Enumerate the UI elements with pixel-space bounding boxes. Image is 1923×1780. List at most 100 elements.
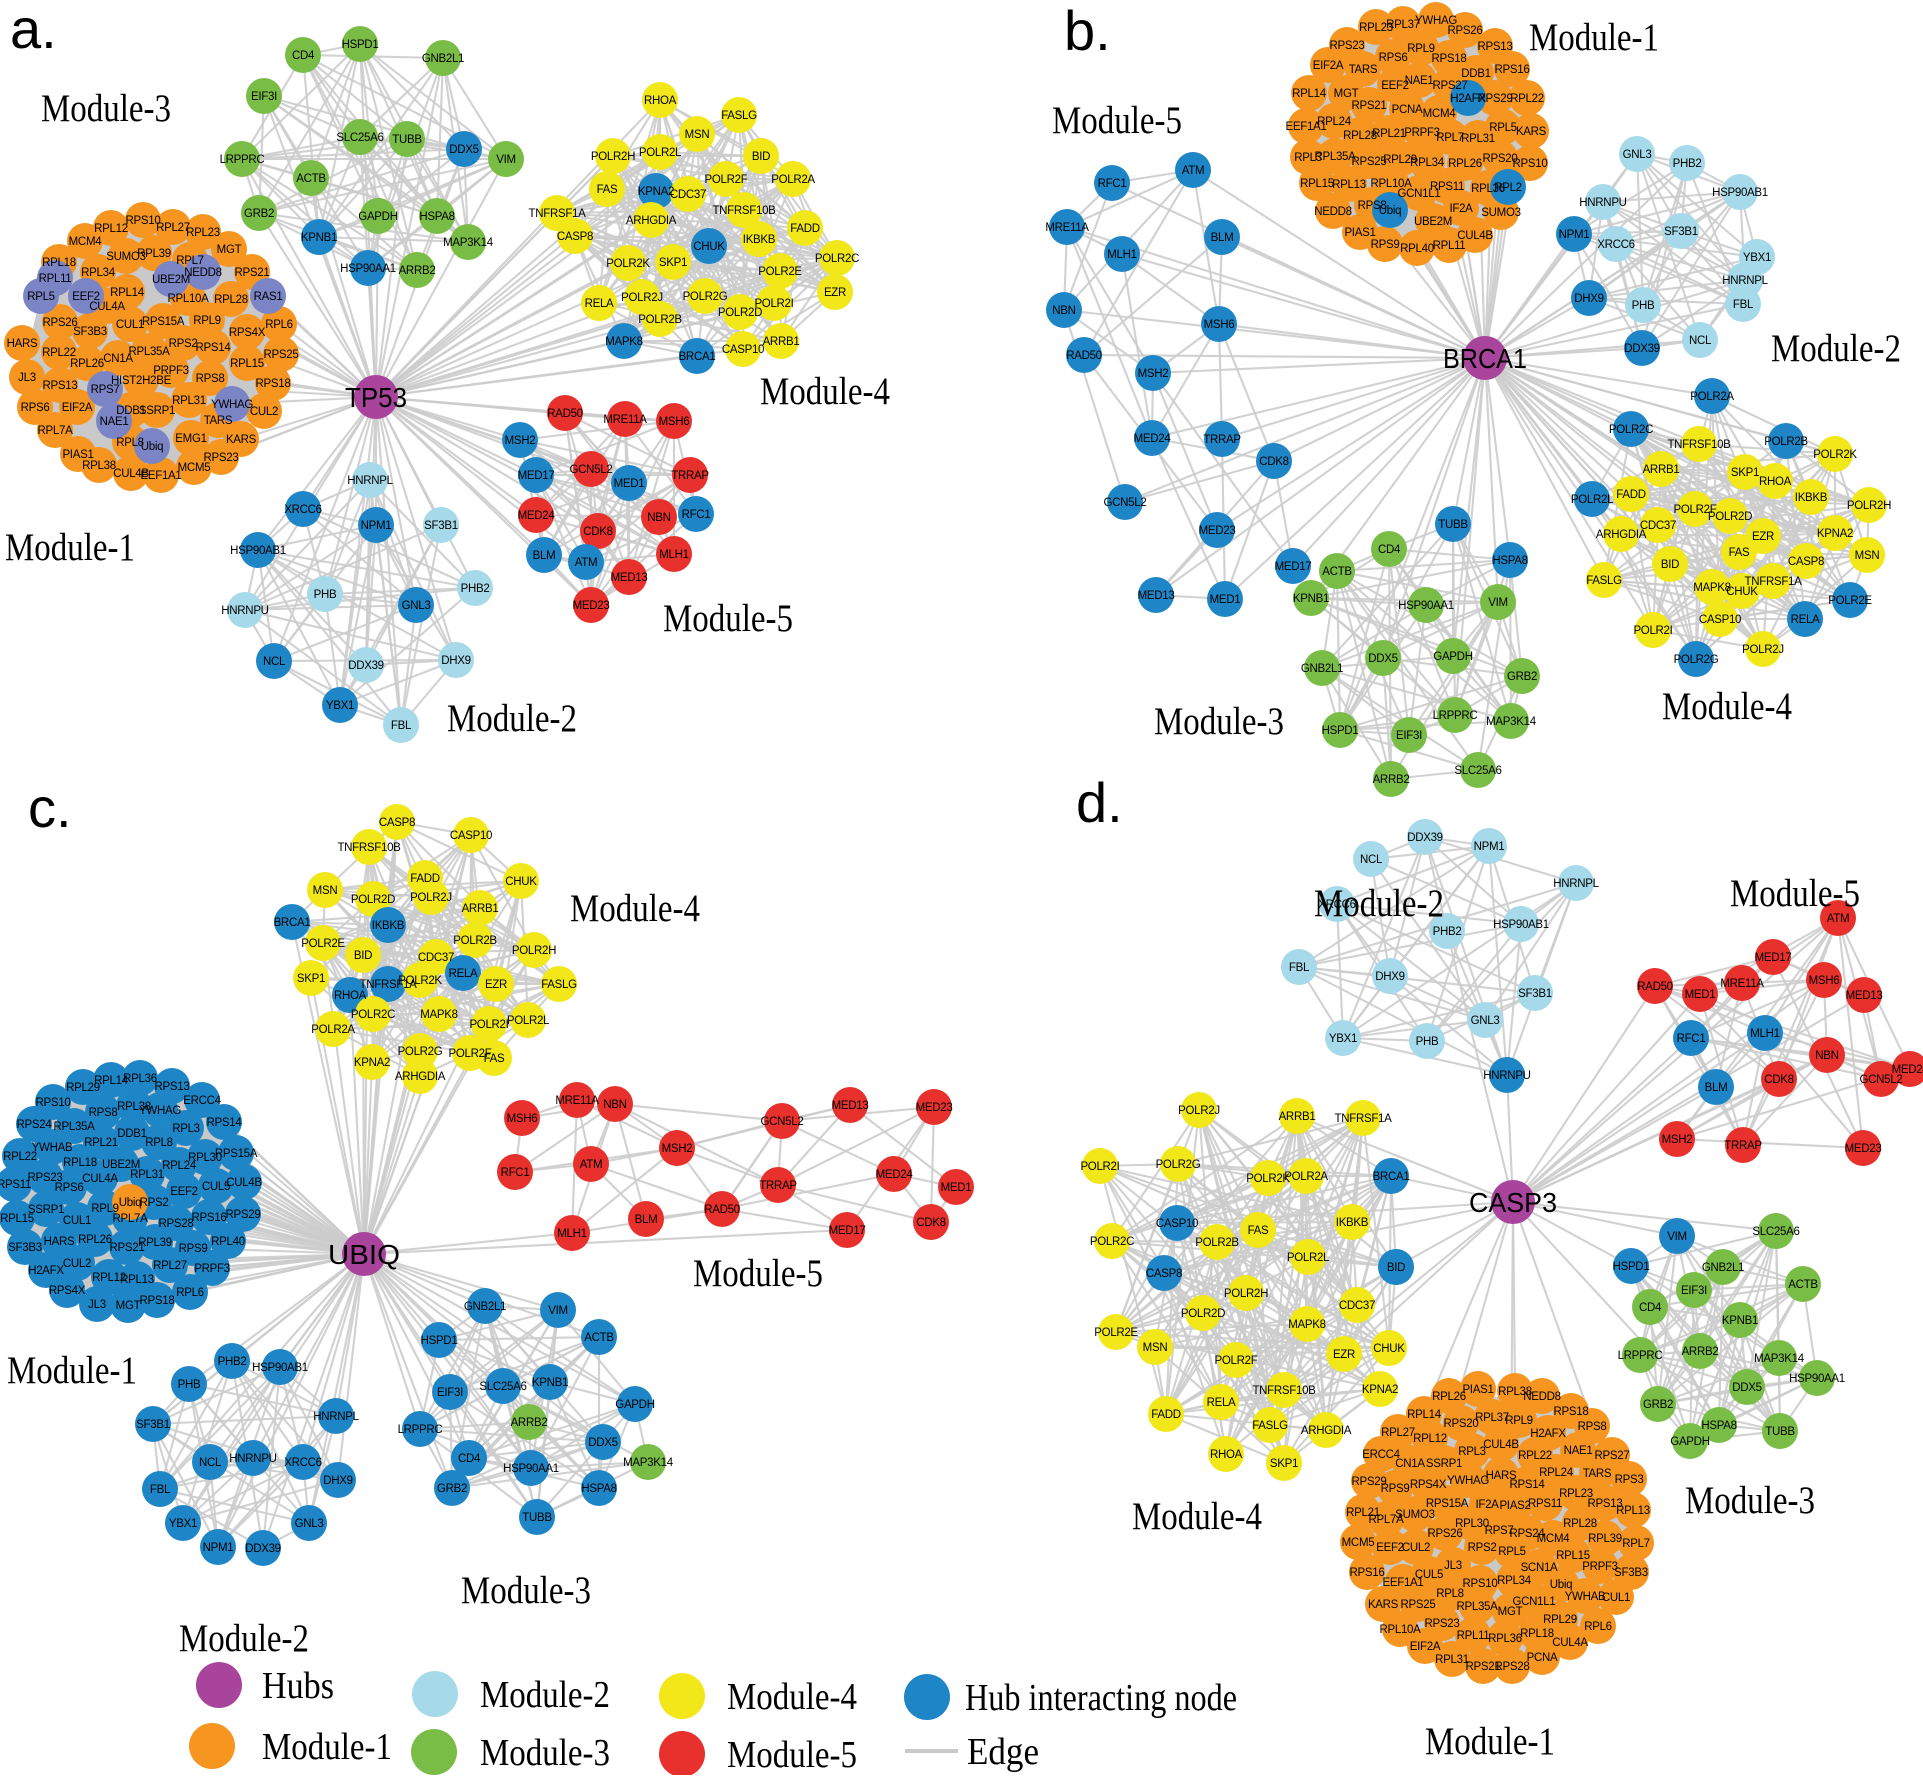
svg-text:HARS: HARS xyxy=(1486,1470,1517,1482)
svg-text:RPS28: RPS28 xyxy=(159,1218,194,1230)
svg-text:FAS: FAS xyxy=(484,1053,505,1065)
svg-text:RHOA: RHOA xyxy=(644,95,677,107)
svg-text:DDX5: DDX5 xyxy=(1732,1382,1761,1394)
svg-text:IF2A: IF2A xyxy=(1475,1499,1499,1511)
svg-text:SKP1: SKP1 xyxy=(297,973,325,985)
svg-text:CUL4A: CUL4A xyxy=(82,1173,118,1185)
svg-text:GRB2: GRB2 xyxy=(437,1483,467,1495)
svg-text:POLR2E: POLR2E xyxy=(1094,1327,1138,1339)
svg-text:JL3: JL3 xyxy=(1444,1560,1462,1572)
svg-text:CD4: CD4 xyxy=(1639,1302,1662,1314)
svg-text:BID: BID xyxy=(752,151,770,163)
svg-text:PIAS1: PIAS1 xyxy=(1462,1384,1493,1396)
svg-text:Module-5: Module-5 xyxy=(1730,872,1860,915)
svg-text:RPS24: RPS24 xyxy=(17,1119,53,1131)
svg-text:RFC1: RFC1 xyxy=(1098,178,1127,190)
svg-text:EIF2A: EIF2A xyxy=(1410,1641,1441,1653)
svg-text:RPS2: RPS2 xyxy=(140,1197,169,1209)
svg-text:GCN5L2: GCN5L2 xyxy=(570,464,613,476)
svg-text:RPL8: RPL8 xyxy=(145,1137,173,1149)
svg-text:MED24: MED24 xyxy=(876,1169,914,1181)
svg-text:RPS16: RPS16 xyxy=(1495,64,1530,76)
svg-text:RPL6: RPL6 xyxy=(176,1287,204,1299)
svg-text:HSP90AA1: HSP90AA1 xyxy=(1789,1373,1845,1385)
svg-text:MSN: MSN xyxy=(1855,550,1880,562)
svg-text:RPS14: RPS14 xyxy=(1510,1479,1546,1491)
svg-text:RPL29: RPL29 xyxy=(66,1082,100,1094)
svg-text:BLM: BLM xyxy=(635,1214,658,1226)
svg-text:GRB2: GRB2 xyxy=(244,208,274,220)
svg-text:FADD: FADD xyxy=(1616,489,1645,501)
svg-text:GCN1L1: GCN1L1 xyxy=(1398,188,1441,200)
svg-text:NBN: NBN xyxy=(1052,305,1075,317)
svg-text:RPS15A: RPS15A xyxy=(142,316,185,328)
svg-text:RPS4X: RPS4X xyxy=(49,1285,86,1297)
svg-text:MED23: MED23 xyxy=(573,600,610,612)
svg-text:RPS2: RPS2 xyxy=(169,338,198,350)
svg-text:KPNA2: KPNA2 xyxy=(354,1057,390,1069)
svg-text:RPL22: RPL22 xyxy=(42,347,76,359)
svg-text:RPL18: RPL18 xyxy=(63,1157,97,1169)
svg-text:IKBKB: IKBKB xyxy=(1336,1217,1369,1229)
svg-text:MAPK8: MAPK8 xyxy=(420,1009,458,1021)
svg-text:CDK8: CDK8 xyxy=(583,526,612,538)
svg-text:RPL13: RPL13 xyxy=(1616,1505,1650,1517)
svg-text:RPS10: RPS10 xyxy=(1463,1578,1498,1590)
svg-text:TUBB: TUBB xyxy=(1438,519,1468,531)
svg-text:POLR2J: POLR2J xyxy=(1742,644,1784,656)
svg-text:RPL13: RPL13 xyxy=(120,1274,154,1286)
svg-text:CD4: CD4 xyxy=(458,1453,481,1465)
svg-text:RPS8: RPS8 xyxy=(1578,1421,1607,1433)
svg-text:RPL21: RPL21 xyxy=(1346,1507,1380,1519)
svg-text:CUL5: CUL5 xyxy=(1415,1569,1443,1581)
svg-text:RPS2: RPS2 xyxy=(1468,1542,1497,1554)
svg-text:VIM: VIM xyxy=(496,154,516,166)
svg-text:KPNB1: KPNB1 xyxy=(532,1377,568,1389)
svg-text:KPNA2: KPNA2 xyxy=(638,186,674,198)
svg-text:RPL3: RPL3 xyxy=(1294,152,1322,164)
svg-text:ACTB: ACTB xyxy=(1788,1279,1818,1291)
svg-text:FADD: FADD xyxy=(410,873,439,885)
svg-text:SF3B1: SF3B1 xyxy=(1518,988,1552,1000)
svg-text:HNRNPL: HNRNPL xyxy=(1722,275,1768,287)
svg-text:HNRNPU: HNRNPU xyxy=(229,1453,276,1465)
svg-text:EMG1: EMG1 xyxy=(175,433,206,445)
svg-text:POLR2B: POLR2B xyxy=(1195,1237,1239,1249)
svg-text:Module-1: Module-1 xyxy=(262,1726,392,1768)
svg-text:Hub interacting node: Hub interacting node xyxy=(965,1677,1237,1719)
svg-text:RAD50: RAD50 xyxy=(1066,350,1102,362)
svg-text:TNFRSF10B: TNFRSF10B xyxy=(712,205,776,217)
svg-text:ARHGDIA: ARHGDIA xyxy=(1596,529,1647,541)
svg-text:CASP10: CASP10 xyxy=(450,830,492,842)
svg-text:NCL: NCL xyxy=(1689,335,1712,347)
svg-text:MSH6: MSH6 xyxy=(507,1113,538,1125)
svg-text:SF3B3: SF3B3 xyxy=(73,326,107,338)
svg-text:POLR2K: POLR2K xyxy=(398,975,442,987)
svg-text:HNRNPU: HNRNPU xyxy=(1579,197,1626,209)
svg-text:RPS4X: RPS4X xyxy=(1410,1479,1447,1491)
svg-text:LRPPRC: LRPPRC xyxy=(220,154,265,166)
svg-text:RPL10A: RPL10A xyxy=(167,293,209,305)
svg-text:RPL28: RPL28 xyxy=(214,294,248,306)
svg-text:GAPDH: GAPDH xyxy=(615,1399,654,1411)
svg-text:RPS11: RPS11 xyxy=(1528,1498,1562,1510)
svg-text:MCM4: MCM4 xyxy=(69,236,103,248)
svg-text:RPL37: RPL37 xyxy=(1475,1412,1509,1424)
svg-text:GAPDH: GAPDH xyxy=(1670,1436,1709,1448)
svg-text:GNB2L1: GNB2L1 xyxy=(422,53,464,65)
svg-text:XRCC6: XRCC6 xyxy=(284,504,321,516)
svg-text:RPS16: RPS16 xyxy=(1350,1567,1385,1579)
svg-text:POLR2F: POLR2F xyxy=(449,1048,492,1060)
svg-text:PRPF3: PRPF3 xyxy=(1404,127,1440,139)
svg-text:HSP90AA1: HSP90AA1 xyxy=(1398,600,1454,612)
svg-text:CASP10: CASP10 xyxy=(722,344,764,356)
svg-text:ACTB: ACTB xyxy=(584,1332,614,1344)
svg-text:RPS6: RPS6 xyxy=(1379,52,1408,64)
svg-text:MGT: MGT xyxy=(217,244,242,256)
svg-text:CASP10: CASP10 xyxy=(1156,1218,1198,1230)
svg-text:DDX39: DDX39 xyxy=(245,1543,281,1555)
svg-text:SSRP1: SSRP1 xyxy=(139,405,175,417)
svg-text:Module-3: Module-3 xyxy=(1685,1479,1815,1522)
svg-text:MSH6: MSH6 xyxy=(1204,319,1235,331)
svg-text:POLR2H: POLR2H xyxy=(512,945,556,957)
